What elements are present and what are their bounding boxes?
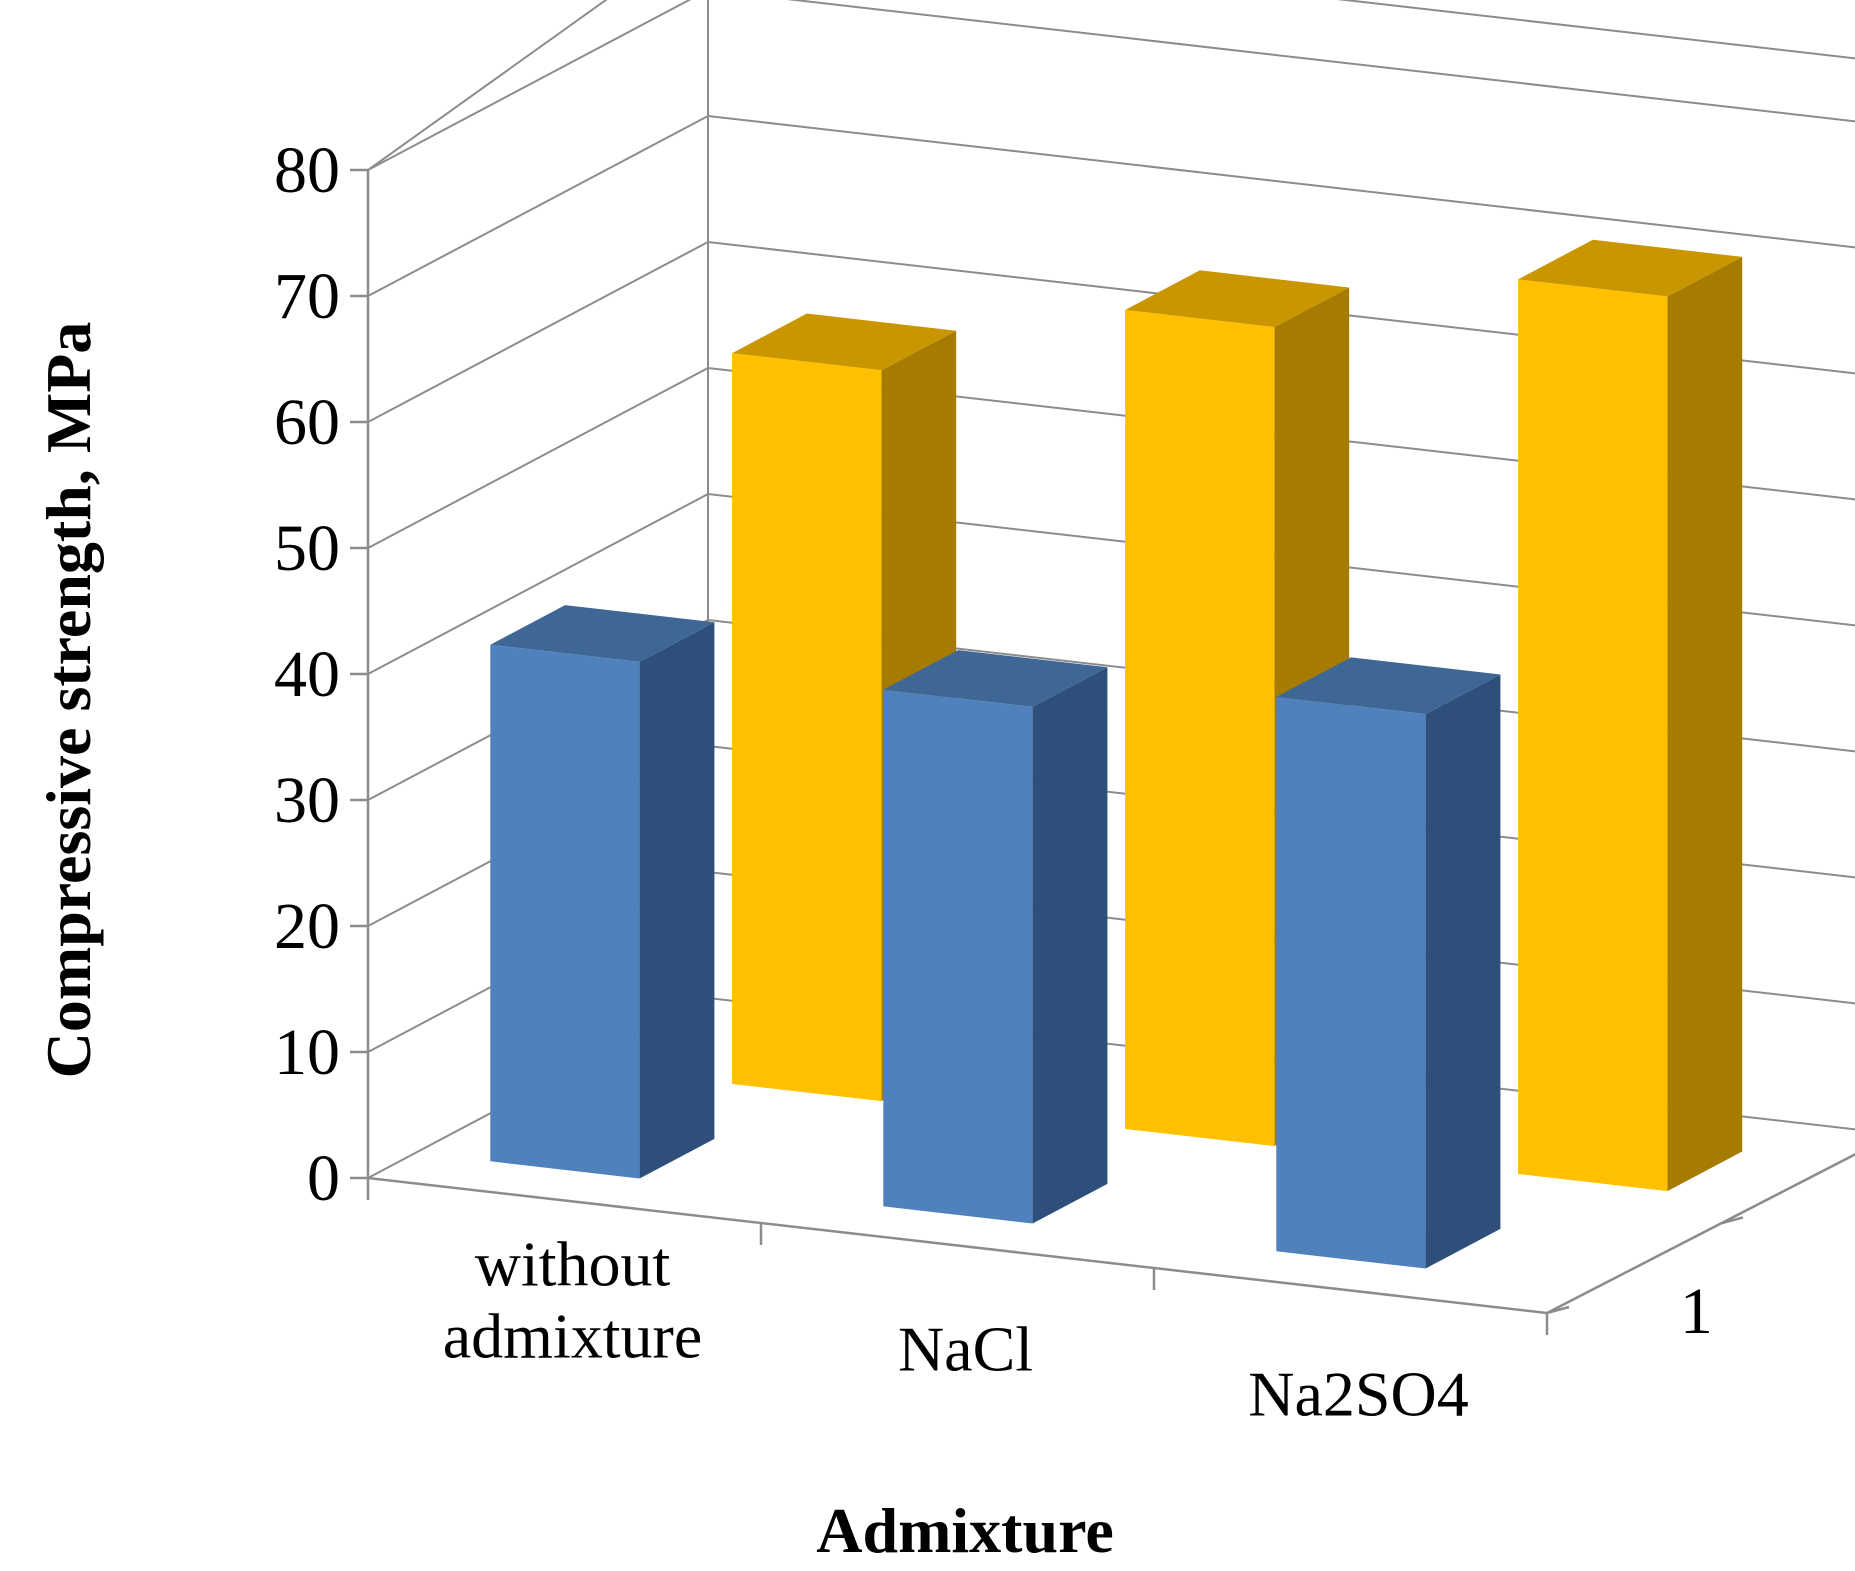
- bar-front-face: [732, 353, 882, 1102]
- x-tick-label: without admixture: [443, 1229, 702, 1372]
- bar-side-face: [1425, 674, 1501, 1269]
- series-label: 2: [1854, 1185, 1855, 1258]
- bar: [490, 605, 715, 1179]
- bar-front-face: [1276, 696, 1426, 1269]
- y-tick-label: 30: [274, 764, 340, 837]
- bar-side-face: [1667, 256, 1743, 1192]
- gridline-80: [367, 0, 1855, 171]
- y-tick-label: 40: [274, 638, 340, 711]
- y-tick-label: 10: [274, 1016, 340, 1089]
- bar: [883, 650, 1108, 1224]
- chart-axes: [350, 168, 1855, 1335]
- bar-top-face: [1276, 657, 1501, 715]
- bar-top-face: [732, 313, 957, 371]
- bar-side-face: [639, 622, 715, 1179]
- bar-top-face: [1518, 239, 1743, 297]
- bar-top-face: [1125, 270, 1350, 328]
- series-label: 1: [1680, 1275, 1713, 1348]
- y-tick-label: 80: [274, 134, 340, 207]
- y-tick-label: 0: [307, 1142, 340, 1215]
- y-tick-label: 50: [274, 512, 340, 585]
- back-wall-top: [1336, 0, 1855, 60]
- depth-tick-mark: [1720, 1216, 1744, 1225]
- bar-front-face: [1125, 310, 1275, 1147]
- y-tick-label: 70: [274, 260, 340, 333]
- bar-front-face: [1518, 279, 1668, 1192]
- chart-gridlines: [367, 0, 1855, 1179]
- depth-axis-line: [1546, 1153, 1855, 1315]
- chart-labels: 0 10 20 30 40 50 60 70 80 without admixture NaCl Na2…: [274, 134, 1855, 1430]
- x-axis-line: [367, 1176, 1548, 1315]
- x-tick-label: NaCl: [898, 1314, 1033, 1385]
- x-axis-title: Admixture: [816, 1495, 1113, 1566]
- bar-top-face: [490, 605, 715, 662]
- left-wall-top: [367, 0, 608, 171]
- bar-top-face: [883, 650, 1108, 707]
- y-axis-title: Compressive strength, MPa: [33, 322, 104, 1079]
- bar: [1276, 657, 1501, 1269]
- depth-tick-mark: [1546, 1305, 1570, 1315]
- bar-front-face: [883, 689, 1033, 1224]
- chart-bars: [490, 239, 1743, 1269]
- bar-front-face: [490, 644, 640, 1179]
- x-tick-label: Na2SO4: [1248, 1359, 1468, 1430]
- bar-side-face: [1032, 667, 1108, 1224]
- y-tick-label: 60: [274, 386, 340, 459]
- y-tick-label: 20: [274, 890, 340, 963]
- bar: [1518, 239, 1743, 1192]
